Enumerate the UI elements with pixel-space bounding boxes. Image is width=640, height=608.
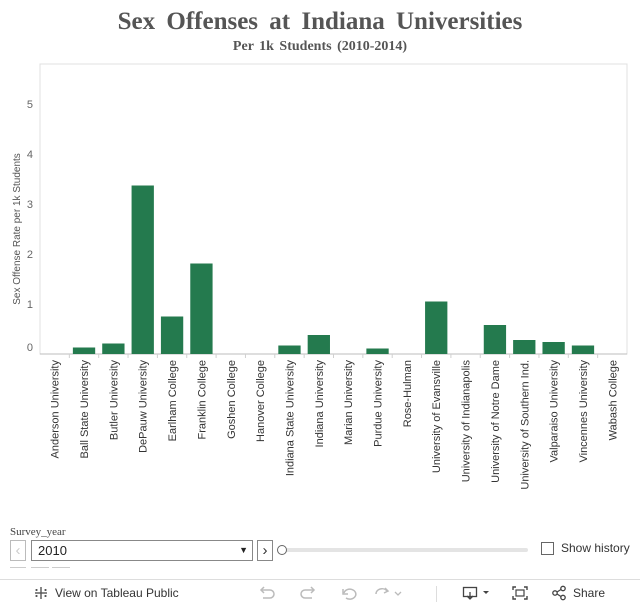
share-button[interactable]: Share <box>551 585 605 601</box>
prev-year-button[interactable]: ‹ <box>10 540 26 561</box>
bar <box>571 345 595 354</box>
share-icon <box>552 585 566 601</box>
year-select-value: 2010 <box>38 543 67 558</box>
y-axis-label: Sex Offense Rate per 1k Students <box>12 153 23 305</box>
dropdown-arrow-icon: ▼ <box>239 545 248 555</box>
bar <box>307 335 330 354</box>
x-tick-label: Hanover College <box>255 360 267 442</box>
x-tick-label: Franklin College <box>196 360 208 439</box>
view-on-tableau-button[interactable]: View on Tableau Public <box>33 585 179 601</box>
x-tick-label: University of Notre Dame <box>490 360 502 483</box>
filter-label: Survey_year <box>10 526 66 538</box>
bar <box>160 316 184 354</box>
undo-icon <box>259 586 275 599</box>
x-tick-label: Purdue University <box>373 360 385 447</box>
show-history-checkbox[interactable] <box>541 541 554 555</box>
x-tick-label: Earlham College <box>167 360 179 441</box>
divider <box>10 567 26 568</box>
bar <box>483 325 507 354</box>
x-tick-label: DePauw University <box>138 360 150 453</box>
show-history-toggle[interactable]: Show history <box>541 541 630 555</box>
y-tick-label: 4 <box>27 149 33 161</box>
view-on-tableau-label: View on Tableau Public <box>55 586 179 600</box>
redo-button[interactable] <box>299 585 317 601</box>
refresh-button[interactable] <box>373 585 403 601</box>
bar <box>366 348 389 354</box>
y-tick-label: 1 <box>27 299 33 311</box>
next-year-button[interactable]: › <box>257 540 273 561</box>
y-tick-label: 3 <box>27 199 33 211</box>
redo-icon <box>300 586 316 599</box>
bar-chart: 0 1 2 3 4 5 Sex Offense Rate per 1k Students An… <box>12 63 628 490</box>
x-tick-label: Goshen College <box>226 360 238 439</box>
toolbar-separator <box>436 586 437 602</box>
bar <box>190 263 213 354</box>
fullscreen-icon <box>512 586 528 600</box>
fullscreen-button[interactable] <box>511 585 529 601</box>
x-tick-label: University of Southern Ind. <box>519 360 531 490</box>
show-history-label: Show history <box>561 541 630 555</box>
download-button[interactable] <box>462 585 492 601</box>
bar <box>513 340 536 354</box>
year-select[interactable]: 2010 ▼ <box>31 540 253 561</box>
share-label: Share <box>573 586 606 600</box>
download-icon <box>462 586 489 600</box>
bar <box>102 343 125 354</box>
bar <box>278 345 301 354</box>
x-tick-label: Marian University <box>343 360 355 445</box>
plot-frame <box>39 63 628 355</box>
tableau-logo-icon <box>35 587 47 599</box>
x-tick-label: Butler University <box>108 360 120 441</box>
y-tick-label: 2 <box>27 249 33 261</box>
x-tick-label: University of Indianapolis <box>461 360 473 483</box>
x-tick-label: Ball State University <box>79 360 91 459</box>
chevron-right-icon: › <box>262 542 268 559</box>
divider <box>31 567 49 568</box>
year-slider-track[interactable] <box>282 548 528 552</box>
x-tick-label: University of Evansville <box>431 360 443 473</box>
undo-button[interactable] <box>258 585 276 601</box>
year-slider-thumb[interactable] <box>277 545 287 555</box>
x-tick-label: Vincennes University <box>578 360 590 463</box>
tableau-toolbar: View on Tableau Public <box>0 579 640 608</box>
x-tick-label: Rose-Hulman <box>402 360 414 427</box>
x-tick-label: Valparaiso University <box>549 360 561 463</box>
x-tick-label: Anderson University <box>50 360 62 459</box>
chart-subtitle: Per 1k Students (2010-2014) <box>232 39 408 54</box>
chart-title: Sex Offenses at Indiana Universities <box>117 8 523 35</box>
revert-icon <box>342 588 357 600</box>
chevron-left-icon: ‹ <box>15 542 21 559</box>
divider <box>52 567 70 568</box>
revert-button[interactable] <box>340 585 358 601</box>
bar <box>542 342 565 354</box>
y-tick-label: 0 <box>27 342 33 354</box>
bar <box>131 185 154 354</box>
y-tick-label: 5 <box>27 99 33 111</box>
x-tick-label: Indiana University <box>314 360 326 448</box>
bar <box>425 301 448 354</box>
bar <box>72 347 96 354</box>
x-tick-label: Wabash College <box>607 360 619 440</box>
x-tick-label: Indiana State University <box>284 360 296 477</box>
refresh-icon <box>375 587 402 596</box>
